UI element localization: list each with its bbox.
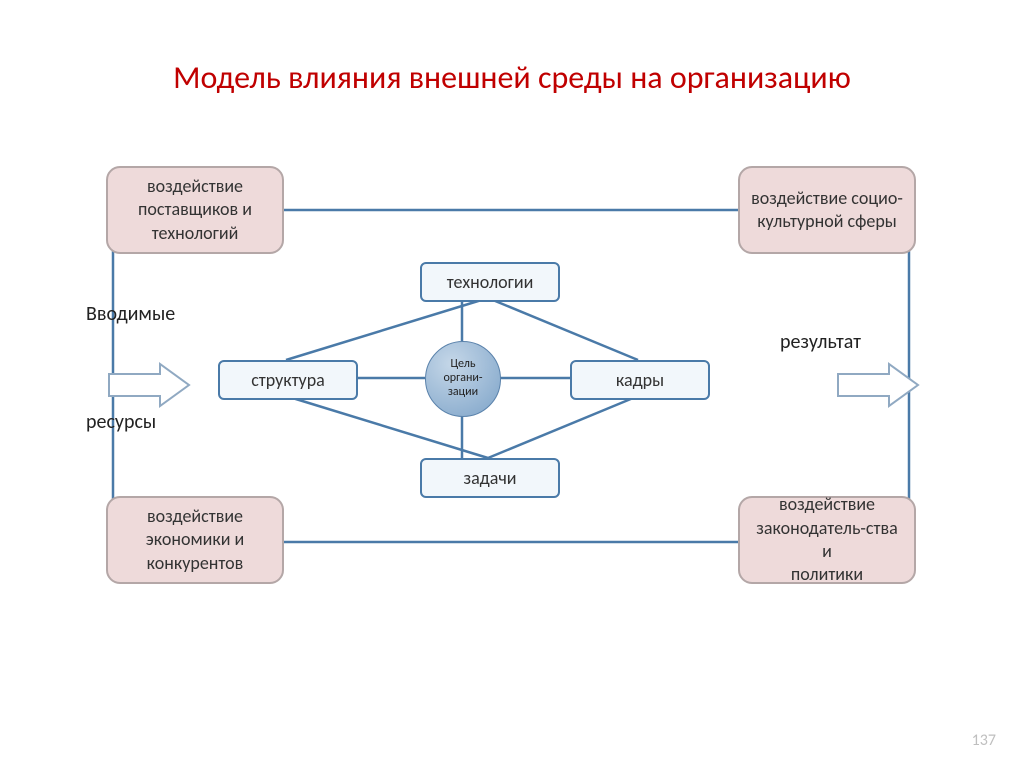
ext-node-label: воздействие социо-культурной сферы: [751, 187, 903, 234]
inner-node-bottom: задачи: [420, 458, 560, 498]
ext-node-top-right: воздействие социо-культурной сферы: [738, 166, 916, 254]
input-label-bottom: ресурсы: [86, 410, 156, 434]
diagram-lines: [0, 0, 1024, 768]
inner-node-label: технологии: [447, 271, 534, 293]
inner-node-right: кадры: [570, 360, 710, 400]
center-node-label: Цельоргани-зации: [443, 358, 482, 399]
ext-node-label: воздействиезаконодатель-ства иполитики: [750, 493, 904, 587]
inner-node-label: кадры: [616, 369, 664, 391]
page-number: 137: [972, 731, 996, 750]
inner-node-left: структура: [218, 360, 358, 400]
inner-node-label: структура: [251, 369, 325, 391]
ext-node-bottom-right: воздействиезаконодатель-ства иполитики: [738, 496, 916, 584]
center-node: Цельоргани-зации: [425, 341, 501, 417]
ext-node-bottom-left: воздействиеэкономики иконкурентов: [106, 496, 284, 584]
ext-node-label: воздействиеэкономики иконкурентов: [146, 505, 244, 575]
page-title: Модель влияния внешней среды на организа…: [0, 58, 1024, 97]
input-label-top: Вводимые: [86, 302, 175, 326]
ext-node-top-left: воздействиепоставщиков итехнологий: [106, 166, 284, 254]
ext-node-label: воздействиепоставщиков итехнологий: [138, 175, 252, 245]
inner-node-top: технологии: [420, 262, 560, 302]
output-label: результат: [780, 330, 861, 354]
inner-node-label: задачи: [463, 467, 516, 489]
